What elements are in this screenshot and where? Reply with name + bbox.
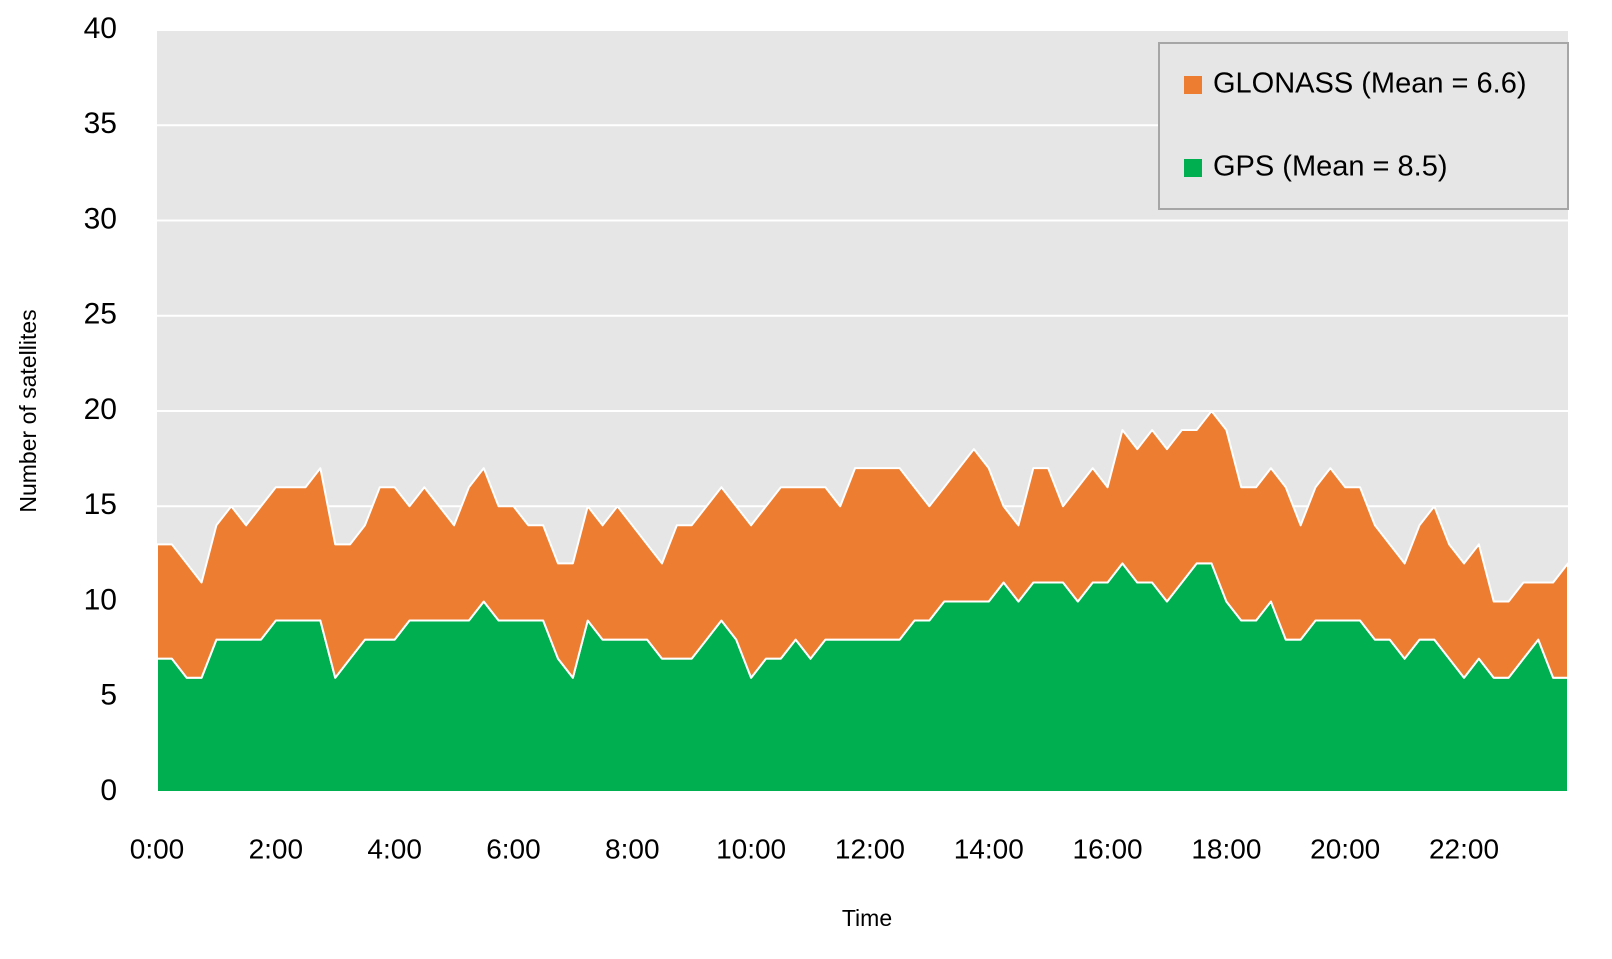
y-tick-label: 35: [84, 107, 117, 140]
x-tick-label: 18:00: [1191, 833, 1261, 864]
legend-box: [1158, 42, 1569, 210]
legend-swatch: [1184, 76, 1202, 94]
y-tick-label: 10: [84, 583, 117, 616]
area: [156, 410, 1569, 679]
x-tick-label: 6:00: [486, 833, 541, 864]
legend-swatch: [1184, 159, 1202, 177]
x-tick-label: 10:00: [716, 833, 786, 864]
x-tick-label: 4:00: [367, 833, 422, 864]
legend-label: GPS (Mean = 8.5): [1213, 151, 1448, 183]
x-axis-label: Time: [842, 905, 892, 931]
y-tick-label: 0: [100, 774, 117, 807]
y-axis-label: Number of satellites: [15, 309, 41, 512]
y-tick-label: 40: [84, 12, 117, 45]
y-tick-label: 30: [84, 202, 117, 235]
x-tick-label: 0:00: [130, 833, 185, 864]
y-tick-label: 20: [84, 393, 117, 426]
legend-label: GLONASS (Mean = 6.6): [1213, 68, 1527, 100]
x-tick-label: 2:00: [249, 833, 304, 864]
x-tick-label: 8:00: [605, 833, 660, 864]
y-tick-label: 25: [84, 298, 117, 331]
y-tick-label: 15: [84, 488, 117, 521]
x-tick-label: 22:00: [1429, 833, 1499, 864]
y-tick-label: 5: [100, 679, 117, 712]
x-tick-label: 20:00: [1310, 833, 1380, 864]
x-tick-label: 12:00: [835, 833, 905, 864]
x-tick-label: 14:00: [954, 833, 1024, 864]
x-tick-label: 16:00: [1073, 833, 1143, 864]
